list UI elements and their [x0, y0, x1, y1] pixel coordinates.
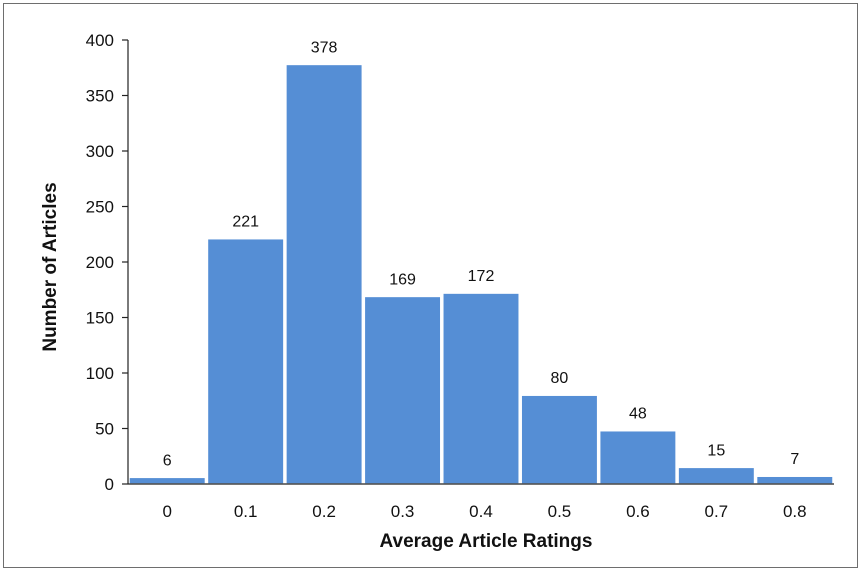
x-tick-label-0.3: 0.3	[391, 502, 415, 521]
data-label-0: 6	[163, 452, 172, 469]
x-axis-ticks: 0 0.1 0.2 0.3 0.4 0.5 0.6 0.7 0.8	[162, 502, 806, 521]
y-axis-title: Number of Articles	[40, 182, 61, 351]
y-tick-label: 350	[86, 87, 114, 106]
x-tick-label-0.5: 0.5	[548, 502, 572, 521]
y-tick-label: 250	[86, 198, 114, 217]
x-tick-label-0: 0	[162, 502, 171, 521]
bar-0.2	[285, 63, 364, 485]
data-labels: 6 221 378 169 172 80 48 15 7	[163, 39, 800, 469]
bar-0.3	[363, 295, 442, 485]
y-tick-label: 400	[86, 31, 114, 50]
data-label-0.3: 169	[389, 271, 416, 288]
y-tick-label: 0	[105, 475, 114, 494]
data-label-0.2: 378	[311, 39, 338, 56]
data-label-0.8: 7	[790, 451, 799, 468]
y-axis-ticks: 0 50 100 150 200 250 300 350 400	[86, 31, 128, 494]
bar-0.8	[755, 475, 834, 485]
x-tick-label-0.2: 0.2	[312, 502, 336, 521]
x-tick-label-0.4: 0.4	[469, 502, 493, 521]
bar-0.6	[598, 429, 677, 485]
data-label-0.5: 80	[551, 370, 569, 387]
y-tick-label: 200	[86, 253, 114, 272]
bar-0	[128, 476, 207, 485]
x-axis-title: Average Article Ratings	[380, 531, 593, 552]
data-label-0.7: 15	[707, 442, 725, 459]
x-tick-label-0.8: 0.8	[783, 502, 807, 521]
x-tick-label-0.6: 0.6	[626, 502, 650, 521]
y-tick-label: 100	[86, 364, 114, 383]
x-tick-label-0.1: 0.1	[234, 502, 258, 521]
x-tick-label-0.7: 0.7	[705, 502, 729, 521]
bar-0.4	[442, 292, 520, 485]
bar-0.7	[677, 466, 756, 485]
data-label-0.4: 172	[468, 268, 495, 285]
y-tick-label: 50	[95, 420, 114, 439]
data-label-0.6: 48	[629, 406, 647, 423]
bar-0.5	[520, 394, 599, 485]
y-tick-label: 150	[86, 309, 114, 328]
bar-0.1	[206, 237, 285, 485]
data-label-0.1: 221	[232, 214, 259, 231]
y-tick-label: 300	[86, 142, 114, 161]
bars	[128, 63, 834, 485]
